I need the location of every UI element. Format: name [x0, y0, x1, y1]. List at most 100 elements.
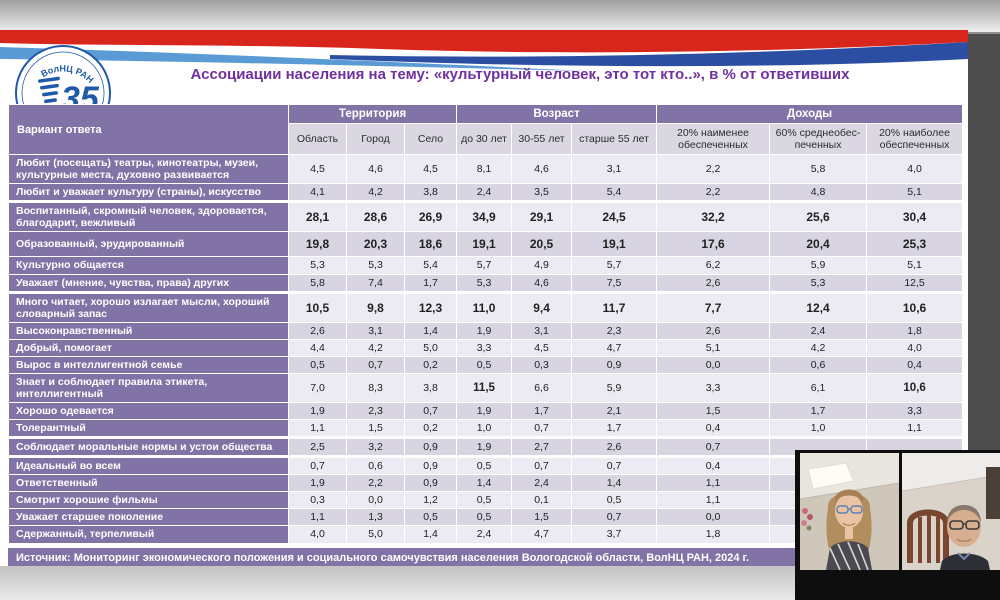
value-cell: 3,5	[511, 183, 573, 203]
table-row: Соблюдает моральные нормы и устои общест…	[8, 436, 964, 458]
value-cell: 0,5	[288, 355, 347, 374]
value-cell: 3,1	[346, 321, 405, 340]
value-cell: 4,5	[288, 154, 347, 185]
value-cell: 3,3	[656, 372, 771, 404]
value-cell: 5,8	[769, 154, 868, 185]
value-cell: 3,8	[403, 183, 458, 203]
row-label: Культурно общается	[8, 256, 289, 275]
value-cell: 8,1	[456, 154, 513, 185]
participant-video-1[interactable]	[800, 453, 899, 570]
value-cell: 20,4	[769, 231, 868, 258]
value-cell: 4,0	[866, 338, 964, 357]
value-cell: 0,7	[571, 508, 658, 527]
subheader-7: 60% среднеобес-печенных	[769, 122, 868, 156]
value-cell: 1,1	[656, 474, 771, 493]
value-cell: 19,1	[571, 231, 658, 258]
value-cell: 0,0	[656, 355, 771, 374]
value-cell: 0,7	[288, 455, 347, 476]
value-cell: 0,3	[288, 491, 347, 510]
value-cell: 1,5	[511, 508, 573, 527]
value-cell: 6,2	[656, 256, 771, 275]
table-row: Толерантный 1,1 1,5 0,2 1,0 0,7 1,7 0,4 1,0 1,1	[8, 419, 964, 439]
table-row: Культурно общается 5,3 5,3 5,4 5,7 4,9 5,7 6,2 5…	[8, 256, 964, 275]
value-cell: 29,1	[511, 200, 573, 233]
value-cell: 0,5	[456, 508, 513, 527]
value-cell: 2,6	[656, 321, 771, 340]
value-cell: 1,8	[656, 525, 771, 544]
value-cell: 5,1	[866, 183, 964, 203]
value-cell: 0,5	[571, 491, 658, 510]
value-cell: 2,4	[769, 321, 868, 340]
value-cell: 0,9	[403, 474, 458, 493]
subheader-4: 30-55 лет	[511, 122, 573, 156]
row-label: Хорошо одевается	[8, 401, 289, 421]
table-row: Высоконравственный 2,6 3,1 1,4 1,9 3,1 2,3 2,6 2…	[8, 321, 964, 340]
window-top-band	[0, 0, 1000, 32]
value-cell: 4,7	[571, 338, 658, 357]
value-cell: 6,1	[769, 372, 868, 404]
value-cell: 5,4	[571, 183, 658, 203]
value-cell: 2,6	[571, 436, 658, 458]
value-cell: 28,1	[288, 200, 347, 233]
value-cell: 4,1	[288, 183, 347, 203]
value-cell: 25,6	[769, 200, 868, 233]
value-cell: 0,2	[403, 419, 458, 439]
row-label: Добрый, помогает	[8, 338, 289, 357]
value-cell: 2,7	[511, 436, 573, 458]
row-label: Вырос в интеллигентной семье	[8, 355, 289, 374]
value-cell: 19,8	[288, 231, 347, 258]
value-cell: 2,4	[456, 183, 513, 203]
row-label: Высоконравственный	[8, 321, 289, 340]
value-cell: 4,2	[769, 338, 868, 357]
value-cell: 2,4	[456, 525, 513, 544]
value-cell: 1,0	[769, 419, 868, 439]
value-cell: 17,6	[656, 231, 771, 258]
slide-title: Ассоциации населения на тему: «культурны…	[190, 66, 850, 83]
value-cell: 0,7	[346, 355, 405, 374]
value-cell: 8,3	[346, 372, 405, 404]
source-note: Источник: Мониторинг экономического поло…	[8, 547, 962, 566]
value-cell: 0,4	[656, 419, 771, 439]
row-label: Уважает старшее поколение	[8, 508, 289, 527]
table-row: Любит (посещать) театры, кинотеатры, муз…	[8, 154, 964, 185]
value-cell: 1,5	[656, 401, 771, 421]
value-cell: 4,6	[511, 154, 573, 185]
value-cell: 1,9	[456, 321, 513, 340]
participant-video-2[interactable]	[902, 453, 1000, 570]
row-label: Толерантный	[8, 419, 289, 439]
value-cell: 4,5	[403, 154, 458, 185]
table-row: Добрый, помогает 4,4 4,2 5,0 3,3 4,5 4,7 5,1 4,2…	[8, 338, 964, 357]
value-cell: 7,0	[288, 372, 347, 404]
row-label: Воспитанный, скромный человек, здоровает…	[8, 200, 289, 233]
row-label: Соблюдает моральные нормы и устои общест…	[8, 436, 289, 458]
value-cell: 1,4	[456, 474, 513, 493]
subheader-6: 20% наименее обеспеченных	[656, 122, 771, 156]
group-header-row: Вариант ответа Территория Возраст Доходы	[8, 103, 964, 156]
value-cell: 1,5	[346, 419, 405, 439]
value-cell: 0,7	[403, 401, 458, 421]
value-cell: 0,9	[403, 455, 458, 476]
value-cell: 5,0	[346, 525, 405, 544]
value-cell: 2,6	[656, 273, 771, 293]
value-cell: 0,5	[456, 455, 513, 476]
group-header-1: Возраст	[456, 104, 658, 124]
value-cell: 5,9	[769, 256, 868, 275]
value-cell: 3,3	[866, 401, 964, 421]
value-cell: 11,7	[571, 290, 658, 323]
value-cell: 1,4	[403, 321, 458, 340]
subheader-8: 20% наиболее обеспеченных	[866, 122, 964, 156]
value-cell: 1,9	[288, 474, 347, 493]
table-row: Хорошо одевается 1,9 2,3 0,7 1,9 1,7 2,1 1,5 1,7…	[8, 401, 964, 421]
value-cell: 11,0	[456, 290, 513, 323]
corner-header: Вариант ответа	[8, 103, 289, 156]
value-cell: 9,4	[511, 290, 573, 323]
value-cell: 2,4	[511, 474, 573, 493]
value-cell: 0,4	[656, 455, 771, 476]
row-label: Смотрит хорошие фильмы	[8, 491, 289, 510]
value-cell: 11,5	[456, 372, 513, 404]
value-cell: 4,9	[511, 256, 573, 275]
subheader-0: Область	[288, 122, 347, 156]
webcam-panel	[795, 450, 1000, 600]
value-cell: 20,3	[346, 231, 405, 258]
subheader-5: старше 55 лет	[571, 122, 658, 156]
